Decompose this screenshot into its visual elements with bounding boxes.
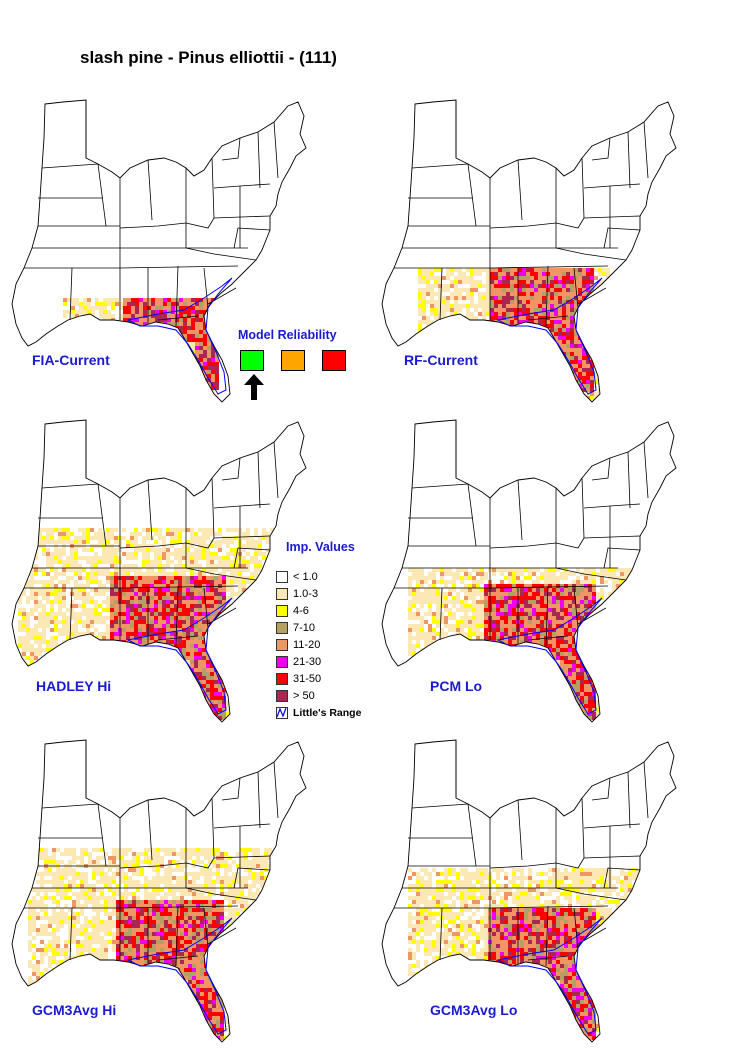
importance-raster (63, 298, 219, 398)
legend-label: 1.0-3 (293, 588, 319, 600)
map-svg (11, 99, 307, 403)
legend-label: < 1.0 (293, 571, 318, 583)
legend-item: 11-20 (276, 638, 386, 652)
reliability-box-medium (281, 350, 305, 371)
legend-label: 4-6 (293, 605, 309, 617)
map-svg (381, 739, 677, 1043)
legend-label: > 50 (293, 690, 315, 702)
legend-item: 21-30 (276, 655, 386, 669)
legend-item: > 50 (276, 689, 386, 703)
state-borders (24, 100, 279, 327)
littles-range-outline (496, 917, 603, 1035)
map-label-gcm3avg-lo: GCM3Avg Lo (430, 1002, 518, 1018)
legend-label: 7-10 (293, 622, 316, 634)
legend-item: 4-6 (276, 604, 386, 618)
range-swatch-icon (276, 707, 288, 719)
page-title: slash pine - Pinus elliottii - (111) (80, 48, 337, 67)
legend-item: 7-10 (276, 621, 386, 635)
importance-legend: Imp. Values < 1.0 1.0-3 4-6 7-10 11-20 21-30 3… (276, 540, 386, 730)
littles-range-outline (496, 597, 603, 715)
map-hadley-hi (8, 418, 318, 738)
map-svg (381, 419, 677, 723)
model-reliability-title: Model Reliability (238, 328, 337, 342)
map-gcm3avg-lo (378, 738, 688, 1058)
legend-item: 1.0-3 (276, 587, 386, 601)
importance-raster (418, 268, 610, 400)
legend-label: 31-50 (293, 673, 322, 685)
reliability-box-high (240, 350, 264, 371)
littles-range-outline (126, 277, 233, 395)
legend-label: 11-20 (293, 639, 321, 651)
state-borders (394, 100, 649, 327)
littles-range-outline (126, 597, 233, 715)
legend-label: 21-30 (293, 656, 322, 668)
state-borders (24, 740, 279, 967)
littles-range-outline (126, 917, 233, 1035)
map-label-gcm3avg-hi: GCM3Avg Hi (32, 1002, 117, 1018)
model-reliability: Model Reliability (238, 328, 368, 408)
map-outline (11, 739, 307, 1043)
reliability-box-low (322, 350, 346, 371)
legend-swatch (276, 622, 288, 634)
map-svg (381, 99, 677, 403)
legend-item: 31-50 (276, 672, 386, 686)
legend-label-range: Little's Range (293, 707, 362, 719)
map-label-pcm-lo: PCM Lo (430, 678, 483, 694)
legend-swatch (276, 588, 288, 600)
legend-swatch (276, 656, 288, 668)
map-label-rf-current: RF-Current (404, 352, 478, 368)
up-arrow-icon (244, 374, 264, 400)
map-outline (381, 419, 677, 723)
map-outline (11, 419, 307, 723)
legend-swatch (276, 571, 288, 583)
map-rf-current (378, 98, 688, 418)
map-fia-current (8, 98, 318, 418)
map-label-hadley-hi: HADLEY Hi (36, 678, 112, 694)
legend-swatch (276, 690, 288, 702)
map-label-fia-current: FIA-Current (32, 352, 110, 368)
legend-swatch (276, 639, 288, 651)
map-svg (11, 419, 307, 723)
littles-range-outline (496, 277, 603, 395)
legend-title: Imp. Values (286, 540, 355, 554)
map-outline (11, 99, 307, 403)
map-outline (381, 739, 677, 1043)
map-outline (381, 99, 677, 403)
map-svg (11, 739, 307, 1043)
legend-item: < 1.0 (276, 570, 386, 584)
map-gcm3avg-hi (8, 738, 318, 1058)
state-borders (394, 740, 649, 967)
legend-item-range: Little's Range (276, 706, 386, 720)
map-pcm-lo (378, 418, 688, 738)
legend-swatch (276, 673, 288, 685)
legend-swatch (276, 605, 288, 617)
